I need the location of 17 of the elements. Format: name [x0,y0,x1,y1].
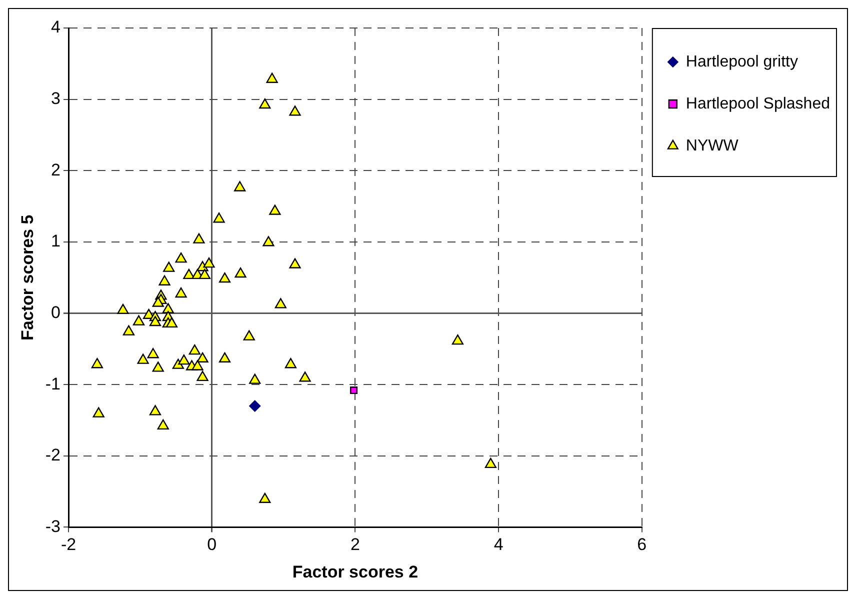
y-tick-label: 2 [51,160,61,180]
legend-label: Hartlepool gritty [686,53,798,70]
y-tick-label: 0 [51,302,61,322]
y-axis-title: Factor scores 5 [18,214,37,340]
y-tick-label: -3 [45,516,61,536]
y-tick-label: -2 [45,446,61,465]
legend-label: Hartlepool Splashed [686,95,830,112]
x-tick-label: 2 [350,535,360,554]
x-axis-title: Factor scores 2 [292,562,418,582]
y-tick-label: 4 [51,18,61,37]
legend-label: NYWW [686,137,740,154]
x-tick-label: 6 [637,535,647,554]
x-tick-label: 0 [207,535,217,554]
y-tick-label: 3 [51,89,61,108]
y-tick-label: 1 [51,232,61,251]
x-tick-label: 4 [494,535,504,554]
y-tick-label: -1 [45,374,61,394]
